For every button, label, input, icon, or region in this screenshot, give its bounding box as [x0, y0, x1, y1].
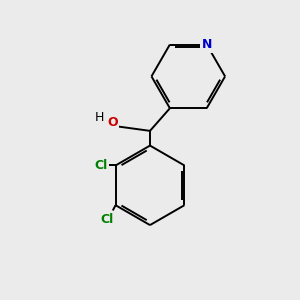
Text: Cl: Cl [101, 213, 114, 226]
Text: O: O [107, 116, 118, 129]
Text: N: N [202, 38, 212, 51]
Text: Cl: Cl [94, 159, 107, 172]
Text: H: H [94, 111, 104, 124]
